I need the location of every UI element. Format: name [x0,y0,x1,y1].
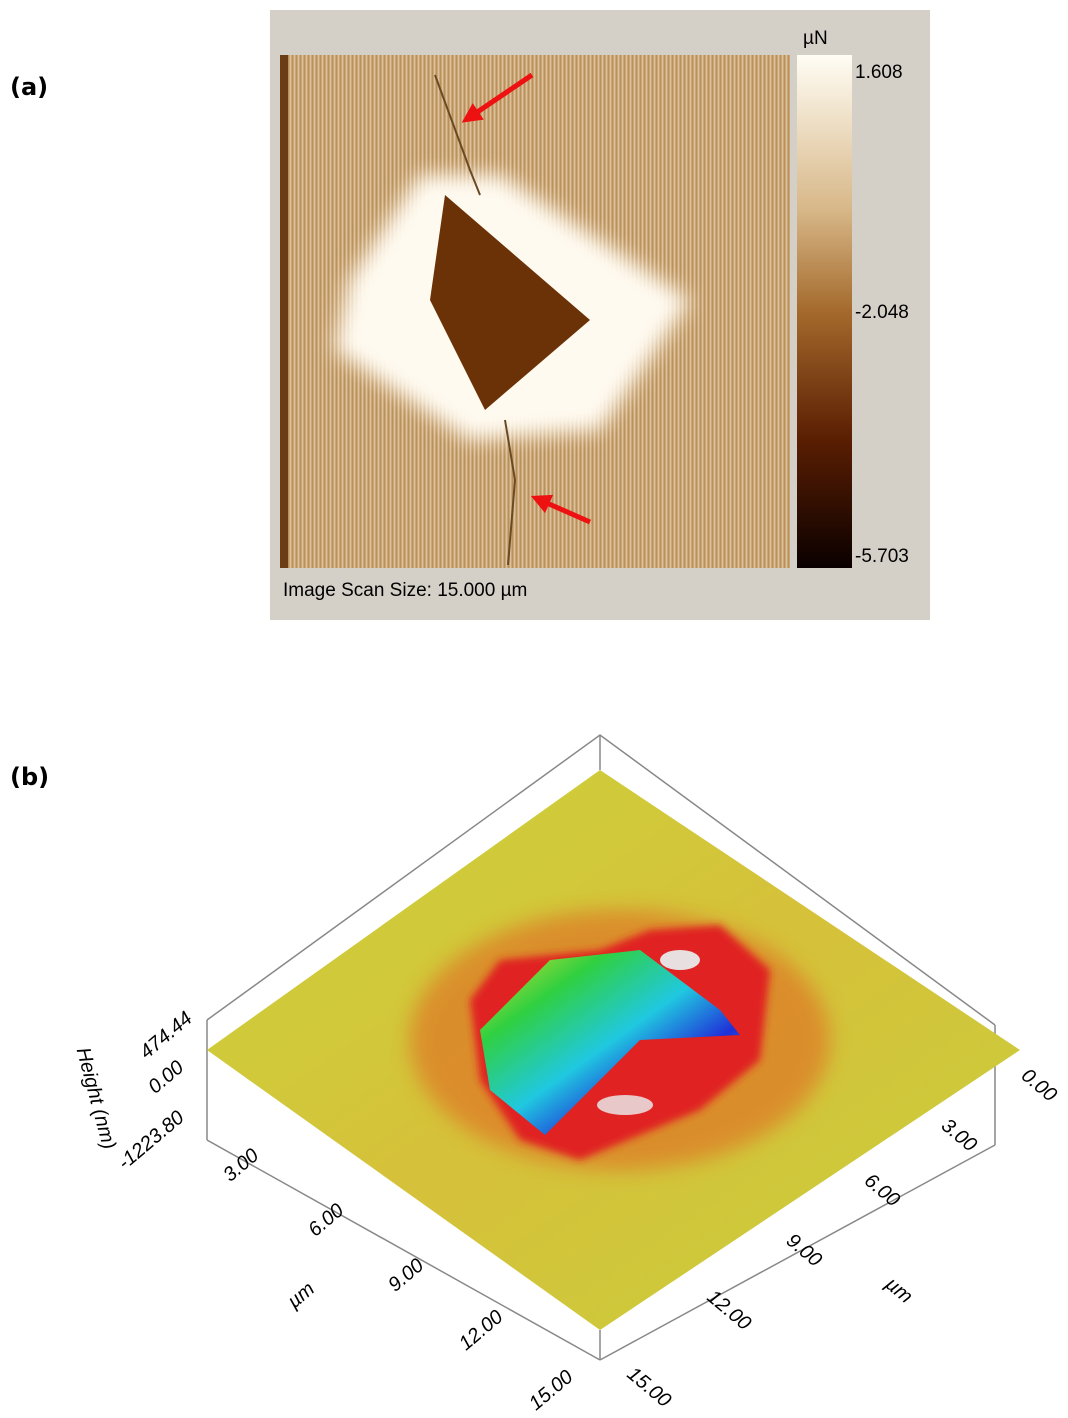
y-tick: 15.00 [623,1363,675,1412]
y-tick: 9.00 [782,1229,826,1271]
afm-image [280,55,790,568]
panel-label: (a) [10,73,48,101]
colorbar-label: 1.608 [855,62,903,83]
y-tick: 0.00 [1017,1064,1061,1106]
height-tick: 0.00 [144,1056,188,1098]
height-title: Height (nm) [72,1045,120,1152]
x-tick: 6.00 [304,1199,348,1241]
y-tick: 3.00 [937,1114,981,1156]
figure: (a) µN 1.608 -2.048 -5.703 Image Scan Si… [0,0,1068,1418]
height-tick: 474.44 [136,1007,197,1063]
surface [207,770,1020,1330]
x-tick: 15.00 [525,1366,577,1415]
height-tick: -1223.80 [114,1107,189,1175]
colorbar-label: -5.703 [855,546,909,567]
y-tick: 6.00 [860,1169,904,1211]
y-title: µm [880,1272,917,1308]
x-tick: 12.00 [455,1306,507,1355]
colorbar [797,55,852,568]
caption: Image Scan Size: 15.000 µm [283,580,527,601]
colorbar-unit: µN [803,28,828,49]
colorbar-label: -2.048 [855,302,909,323]
x-title: µm [283,1278,320,1314]
y-tick: 12.00 [703,1286,755,1335]
panel-label: (b) [10,763,49,791]
